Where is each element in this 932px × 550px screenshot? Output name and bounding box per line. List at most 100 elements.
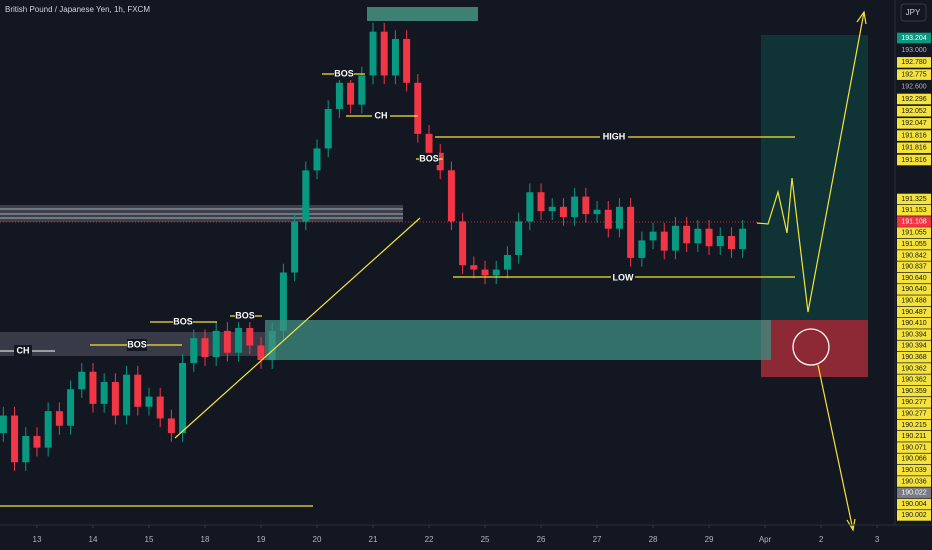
annotation: BOS [419,153,439,163]
candle-body [660,231,668,251]
price-label-bg [897,272,931,284]
label-bg [173,316,193,328]
label-bg [334,68,354,80]
candle-body [167,418,175,434]
price-label: 192.780 [901,59,926,66]
price-label: 190.640 [901,275,926,282]
candle-body [145,396,153,407]
annotation: HIGH [603,131,626,141]
price-label-bg [897,351,931,363]
candle-body [44,411,52,448]
candle-body [683,225,691,244]
price-label: 190.039 [901,467,926,474]
price-label-bg [897,118,931,129]
price-label-bg [897,227,931,239]
price-label-bg [897,130,931,141]
price-label-bg [897,318,931,329]
price-label-bg [897,408,931,419]
price-label-bg [897,329,931,340]
x-tick-label: 22 [425,535,434,544]
x-tick-label: 2 [819,535,824,544]
currency[interactable]: JPY [906,8,921,17]
candle-body [391,38,399,76]
candle-body [649,231,657,241]
price-label: 191.816 [901,132,926,139]
price-label: 192.047 [901,120,926,127]
x-tick-label: 27 [593,535,602,544]
candle-body [0,415,7,434]
candle-body [291,221,299,273]
chart-title: British Pound / Japanese Yen, 1h, FXCM [5,5,150,14]
label-bg [611,271,635,283]
label-bg [600,131,628,143]
label-bg [419,153,439,165]
price-label: 190.036 [901,478,926,485]
candle-body [89,371,97,404]
arrow-head [846,518,856,532]
price-label: 190.394 [901,343,926,350]
price-label-bg [897,69,931,80]
price-label: 191.055 [901,241,926,248]
candle-body [739,228,747,250]
candle-body [11,415,19,463]
price-label: 191.325 [901,196,926,203]
candle-body [582,196,590,215]
candle-body [235,327,243,353]
price-label: 190.359 [901,388,926,395]
candle-body [111,381,119,416]
price-label: 190.066 [901,456,926,463]
currency-button[interactable] [900,3,927,22]
price-label: 193.204 [901,35,926,42]
candle-body [414,82,422,134]
trend-line [174,217,421,439]
candle-body [190,338,198,363]
candle-body [481,269,489,276]
candle-body [571,196,579,218]
candle-body [347,82,355,105]
price-label: 190.071 [901,444,926,451]
price-label-bg [897,142,931,154]
price-label-bg [897,295,931,306]
candle-body [302,170,310,222]
candle-body [559,206,567,218]
candle-body [380,31,388,76]
candle-body [470,265,478,270]
stop-zone [761,320,868,377]
price-label: 190.277 [901,399,926,406]
x-tick-label: 25 [481,535,490,544]
candle-body [78,371,86,390]
demand-zone [265,320,771,360]
price-label: 190.362 [901,365,926,372]
price-label-bg [897,284,931,295]
candle-body [705,228,713,247]
gray-zone [0,205,403,222]
price-label-bg [897,193,931,205]
price-label: 190.837 [901,264,926,271]
price-label: 191.816 [901,145,926,152]
price-label-bg [897,105,931,117]
candle-body [403,38,411,83]
label-bg [235,310,255,322]
price-label-bg [897,250,931,261]
annotation: BOS [334,68,354,78]
candle-body [604,209,612,229]
price-label-bg [897,476,931,487]
price-label: 193.000 [901,47,926,54]
candle-body [134,374,142,407]
annotation: LOW [613,272,634,282]
price-label: 190.368 [901,354,926,361]
price-label-bg [897,385,931,397]
price-label: 190.211 [902,433,927,440]
price-label-bg [897,340,931,352]
candle-body [279,272,287,331]
annotation: CH [17,345,30,355]
candle-body [100,381,108,404]
candle-body [503,254,511,270]
candle-body [223,330,231,353]
price-label: 191.816 [901,157,926,164]
price-label: 190.022 [901,490,926,497]
price-label: 190.640 [901,286,926,293]
candle-body [22,435,30,463]
price-label-bg [897,442,931,453]
candle-body [727,236,735,250]
